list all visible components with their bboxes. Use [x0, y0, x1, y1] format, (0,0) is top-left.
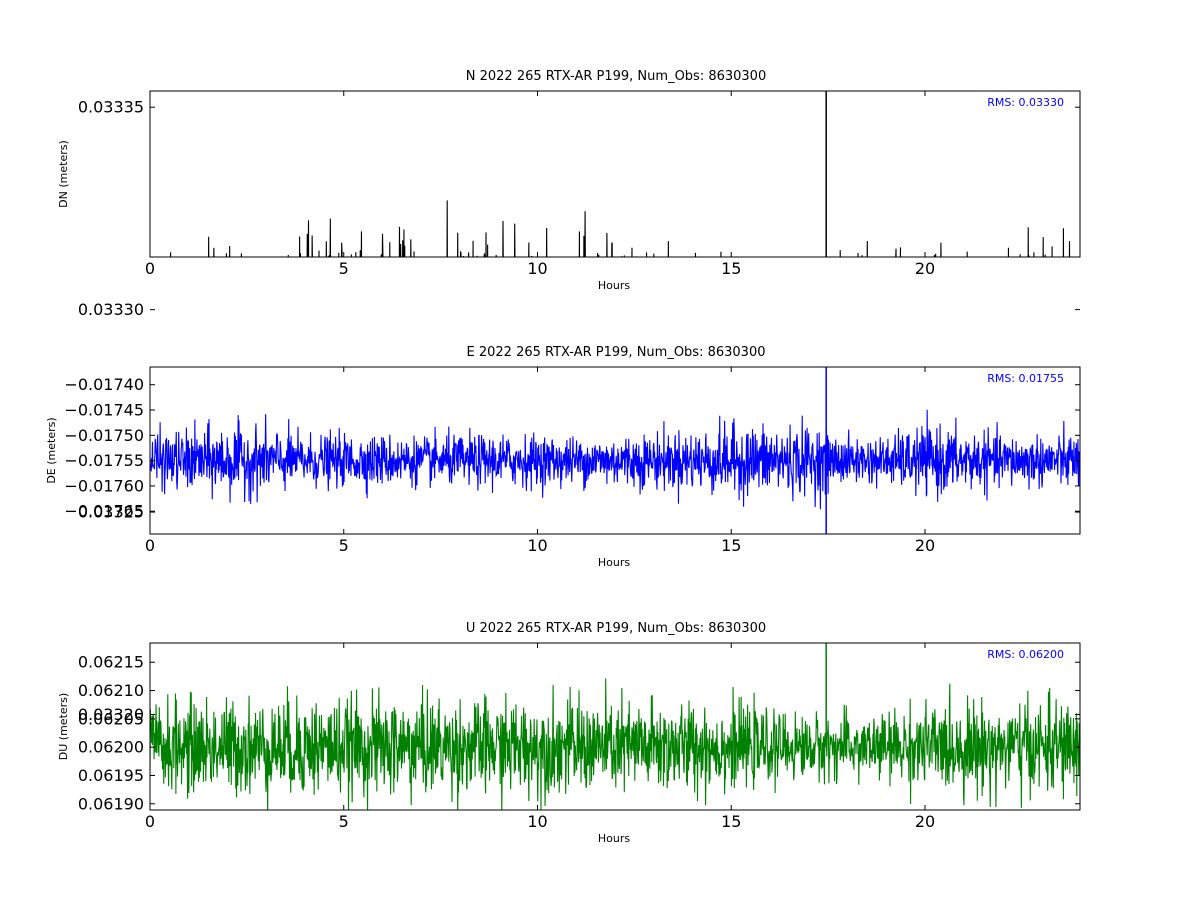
x-tick-label: 20 — [915, 536, 935, 555]
series-group-n — [170, 91, 1071, 257]
x-tick-label: 10 — [527, 812, 547, 831]
axes-frame-e — [149, 366, 1081, 535]
y-tick-label: 0.06205 — [78, 709, 144, 728]
y-tick-label: 0.06190 — [78, 794, 144, 813]
y-tick-label: 0.03335 — [78, 98, 144, 117]
y-tick-label: 0.03320 — [78, 705, 144, 724]
y-tick-label: −0.01760 — [64, 476, 144, 495]
y-tick-label: 0.03325 — [78, 503, 144, 522]
y-tick-label: −0.01750 — [64, 426, 144, 445]
y-tick-label: 0.06195 — [78, 766, 144, 785]
panel-e: 0 5 10 15 20 −0.01740 −0.01745 −0.01750 −0.01755… — [45, 345, 1081, 569]
series-group-u — [150, 643, 1080, 810]
y-tick-label: 0.03330 — [78, 300, 144, 319]
y-tick-label: −0.01740 — [64, 375, 144, 394]
y-axis-label-e: DE (meters) — [45, 417, 58, 483]
y-tick-label: 0.06210 — [78, 681, 144, 700]
x-tick-label: 15 — [721, 536, 741, 555]
x-tick-label: 0 — [145, 536, 155, 555]
y-tick-label: 0.06200 — [78, 738, 144, 757]
y-tick-label: −0.01765 — [64, 502, 144, 521]
rms-annotation-u: RMS: 0.06200 — [987, 648, 1064, 661]
x-tick-label: 15 — [721, 259, 741, 278]
rms-annotation-e: RMS: 0.01755 — [987, 372, 1064, 385]
y-tick-label: −0.01755 — [64, 451, 144, 470]
x-tick-label: 10 — [527, 259, 547, 278]
x-axis-label-n: Hours — [598, 279, 630, 292]
chart-title-n: N 2022 265 RTX-AR P199, Num_Obs: 8630300 — [466, 69, 766, 84]
series-line-n — [170, 200, 1071, 257]
axes-frame-u — [149, 642, 1081, 811]
x-tick-label: 0 — [145, 259, 155, 278]
x-tick-label: 20 — [915, 812, 935, 831]
x-tick-label: 0 — [145, 812, 155, 831]
rms-annotation-n: RMS: 0.03330 — [987, 96, 1064, 109]
y-tick-label: 0.06215 — [78, 653, 144, 672]
y-tick-label: −0.01745 — [64, 401, 144, 420]
x-tick-label: 5 — [339, 812, 349, 831]
panel-n: 051015200.033150.033200.033250.033300.03… — [57, 69, 1081, 724]
x-tick-label: 5 — [339, 259, 349, 278]
series-line-e — [150, 409, 1080, 510]
panel-u: 0 5 10 15 20 0.06190 0.06195 0.06200 0.06205 0.06… — [57, 621, 1081, 845]
chart-title-u: U 2022 265 RTX-AR P199, Num_Obs: 8630300 — [466, 621, 766, 636]
x-axis-label-e: Hours — [598, 556, 630, 569]
y-axis-label-u: DU (meters) — [57, 693, 70, 760]
y-axis-label-n: DN (meters) — [57, 140, 70, 208]
x-tick-label: 15 — [721, 812, 741, 831]
series-line-u — [150, 678, 1080, 810]
chart-title-e: E 2022 265 RTX-AR P199, Num_Obs: 8630300 — [467, 345, 766, 360]
x-tick-label: 5 — [339, 536, 349, 555]
axes-frame-n — [149, 90, 1081, 258]
x-tick-label: 20 — [915, 259, 935, 278]
x-axis-label-u: Hours — [598, 832, 630, 845]
x-tick-label: 10 — [527, 536, 547, 555]
series-group-e — [150, 367, 1080, 534]
